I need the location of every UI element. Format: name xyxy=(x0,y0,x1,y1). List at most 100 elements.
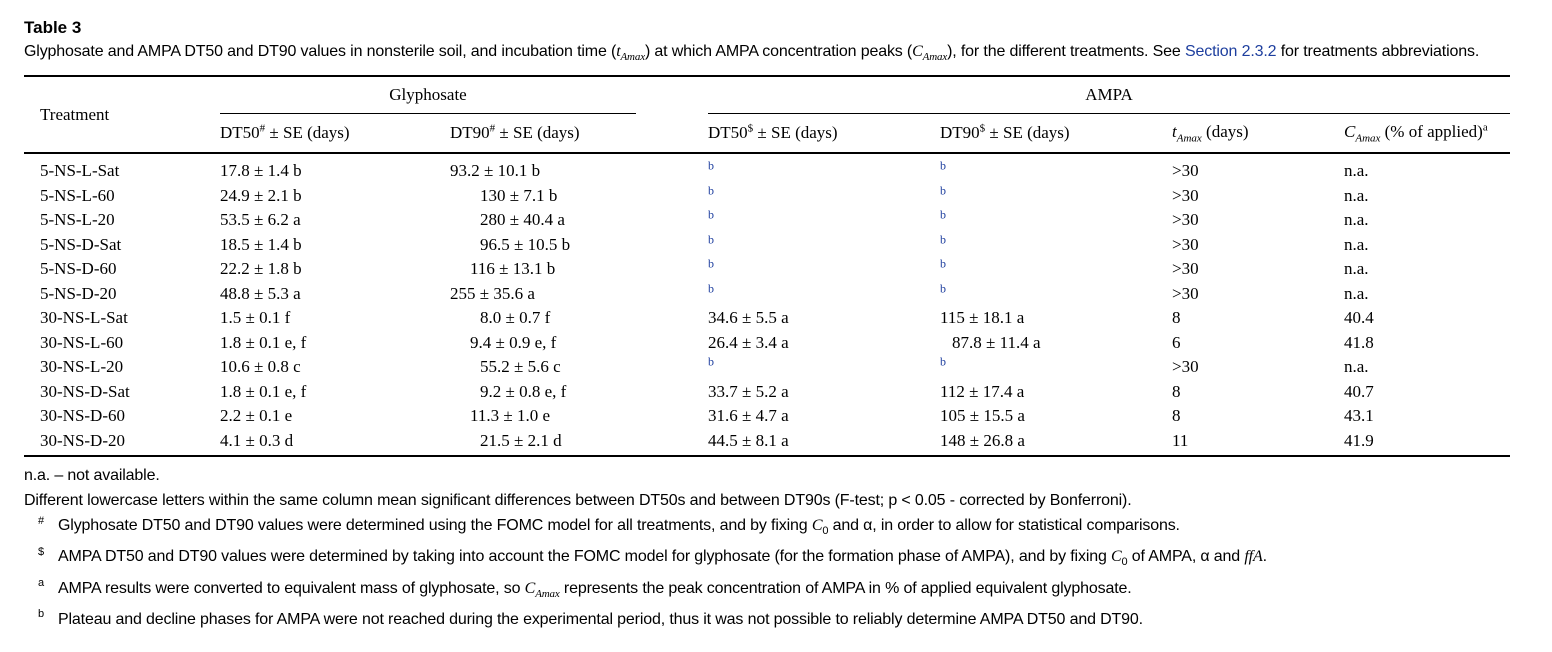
cell-treatment: 30-NS-D-20 xyxy=(24,428,220,458)
spacer-cell xyxy=(636,404,708,429)
cell-g-dt90: 130 ± 7.1 b xyxy=(480,185,558,205)
cell-a-dt90: 115 ± 18.1 a xyxy=(940,308,1025,328)
cell-a-dt90: b xyxy=(940,257,1172,282)
table-row: 30-NS-D-20 4.1 ± 0.3 d 21.5 ± 2.1 d 44.5 ± … xyxy=(24,428,1510,458)
cell-treatment: 30-NS-D-60 xyxy=(40,406,125,426)
cell-tamax: >30 xyxy=(1172,283,1199,303)
cell-tamax: >30 xyxy=(1172,357,1199,377)
cell-camax: 41.9 xyxy=(1344,428,1510,458)
footnote-dollar: $ AMPA DT50 and DT90 values were determin… xyxy=(38,546,1267,569)
footnote-na: n.a. – not available. xyxy=(24,467,160,485)
spacer-cell xyxy=(636,331,708,356)
footnote-ref-b[interactable]: b xyxy=(708,354,714,369)
footnote-ref-b[interactable]: b xyxy=(708,207,714,222)
cell-tamax: 8 xyxy=(1172,308,1181,328)
cell-a-dt50: b xyxy=(708,233,940,258)
footnote-ref-b[interactable]: b xyxy=(708,232,714,247)
spacer-cell xyxy=(636,306,708,331)
header-camax: CAmax (% of applied)a xyxy=(1344,113,1510,155)
header-treatment: Treatment xyxy=(24,75,220,155)
cell-tamax: >30 xyxy=(1172,259,1199,279)
cell-camax: n.a. xyxy=(1344,210,1369,230)
footnote-hash: # Glyphosate DT50 and DT90 values were de… xyxy=(38,514,1180,538)
footnote-ref-b[interactable]: b xyxy=(940,256,946,271)
footnote-ref-b[interactable]: b xyxy=(940,183,946,198)
cell-treatment: 5-NS-L-60 xyxy=(40,185,115,205)
cell-g-dt90: 8.0 ± 0.7 f xyxy=(480,308,551,328)
cell-camax: 41.8 xyxy=(1344,332,1374,352)
cell-tamax: >30 xyxy=(1172,210,1199,230)
cell-a-dt50: 44.5 ± 8.1 a xyxy=(708,428,940,458)
cell-g-dt50: 4.1 ± 0.3 d xyxy=(220,428,450,458)
cell-g-dt90: 93.2 ± 10.1 b xyxy=(450,161,541,181)
cell-g-dt90: 9.4 ± 0.9 e, f xyxy=(470,332,557,352)
footnote-ref-b[interactable]: b xyxy=(940,354,946,369)
cell-camax: n.a. xyxy=(1344,259,1369,279)
cell-a-dt90: b xyxy=(940,355,1172,380)
footnote-ref-b[interactable]: b xyxy=(940,232,946,247)
footnote-a: a AMPA results were converted to equivale… xyxy=(38,577,1132,600)
cell-camax: 43.1 xyxy=(1344,406,1374,426)
footnote-ref-b[interactable]: b xyxy=(708,183,714,198)
cell-treatment: 30-NS-L-20 xyxy=(40,357,124,377)
table-row: 30-NS-L-Sat 1.5 ± 0.1 f 8.0 ± 0.7 f 34.6 ± … xyxy=(24,306,1510,331)
footnote-ref-b[interactable]: b xyxy=(708,158,714,173)
cell-a-dt50: b xyxy=(708,257,940,282)
cell-g-dt90: 55.2 ± 5.6 c xyxy=(480,357,561,377)
cell-treatment: 5-NS-D-20 xyxy=(40,283,117,303)
spacer-cell xyxy=(636,233,708,258)
cell-camax: n.a. xyxy=(1344,234,1369,254)
cell-tamax: >30 xyxy=(1172,185,1199,205)
cell-g-dt90: 21.5 ± 2.1 d xyxy=(450,428,636,458)
cell-camax: 40.7 xyxy=(1344,381,1374,401)
cell-a-dt50: b xyxy=(708,184,940,209)
cell-camax: n.a. xyxy=(1344,185,1369,205)
cell-g-dt50: 1.8 ± 0.1 e, f xyxy=(220,381,307,401)
cell-g-dt90: 280 ± 40.4 a xyxy=(480,210,565,230)
cell-treatment: 30-NS-D-Sat xyxy=(40,381,130,401)
cell-a-dt50: b xyxy=(708,208,940,233)
cell-tamax: 8 xyxy=(1172,381,1181,401)
header-g-dt50: DT50# ± SE (days) xyxy=(220,113,450,155)
header-ampa: AMPA xyxy=(708,75,1510,115)
cell-g-dt50: 17.8 ± 1.4 b xyxy=(220,161,302,181)
cell-g-dt50: 24.9 ± 2.1 b xyxy=(220,185,302,205)
footnote-ref-b[interactable]: b xyxy=(940,158,946,173)
cell-g-dt50: 1.5 ± 0.1 f xyxy=(220,308,291,328)
cell-g-dt90: 96.5 ± 10.5 b xyxy=(480,234,571,254)
spacer-cell xyxy=(636,355,708,380)
footnote-ref-b[interactable]: b xyxy=(708,281,714,296)
cell-a-dt90: 87.8 ± 11.4 a xyxy=(952,332,1041,352)
cell-tamax: >30 xyxy=(1172,234,1199,254)
cell-a-dt50: 33.7 ± 5.2 a xyxy=(708,381,789,401)
cell-treatment: 5-NS-D-Sat xyxy=(40,234,122,254)
cell-g-dt90: 11.3 ± 1.0 e xyxy=(470,406,550,426)
cell-a-dt90: b xyxy=(940,282,1172,307)
cell-g-dt90: 9.2 ± 0.8 e, f xyxy=(480,381,567,401)
table-row: 5-NS-D-60 22.2 ± 1.8 b 116 ± 13.1 b b b >30 n.… xyxy=(24,257,1510,282)
cell-g-dt50: 2.2 ± 0.1 e xyxy=(220,406,293,426)
footnote-ref-b[interactable]: b xyxy=(708,256,714,271)
header-a-dt50: DT50$ ± SE (days) xyxy=(708,113,940,155)
table-row: 5-NS-D-Sat 18.5 ± 1.4 b 96.5 ± 10.5 b b b >30… xyxy=(24,233,1510,258)
table-row: 5-NS-L-60 24.9 ± 2.1 b 130 ± 7.1 b b b >30 n.a… xyxy=(24,184,1510,209)
cell-camax: n.a. xyxy=(1344,283,1369,303)
footnote-ref-b[interactable]: b xyxy=(940,207,946,222)
table-row: 30-NS-L-20 10.6 ± 0.8 c 55.2 ± 5.6 c b b >30 n… xyxy=(24,355,1510,380)
footnote-ref-b[interactable]: b xyxy=(940,281,946,296)
section-link[interactable]: Section 2.3.2 xyxy=(1184,43,1277,60)
cell-a-dt50: b xyxy=(708,355,940,380)
cell-camax: n.a. xyxy=(1344,161,1369,181)
cell-tamax: >30 xyxy=(1172,161,1199,181)
spacer-cell xyxy=(636,184,708,209)
table-row: 5-NS-L-20 53.5 ± 6.2 a 280 ± 40.4 a b b >30 n.… xyxy=(24,208,1510,233)
cell-treatment: 5-NS-D-60 xyxy=(40,259,117,279)
table-body: 5-NS-L-Sat 17.8 ± 1.4 b 93.2 ± 10.1 b b b >30… xyxy=(24,153,1510,458)
header-glyphosate: Glyphosate xyxy=(220,75,636,115)
table-caption: Glyphosate and AMPA DT50 and DT90 values… xyxy=(24,43,1480,64)
cell-a-dt50: 31.6 ± 4.7 a xyxy=(708,406,789,426)
spacer-cell xyxy=(636,282,708,307)
cell-treatment: 30-NS-L-Sat xyxy=(40,308,128,328)
cell-g-dt50: 10.6 ± 0.8 c xyxy=(220,357,301,377)
table-figure: Table 3 Glyphosate and AMPA DT50 and DT9… xyxy=(24,16,1510,632)
